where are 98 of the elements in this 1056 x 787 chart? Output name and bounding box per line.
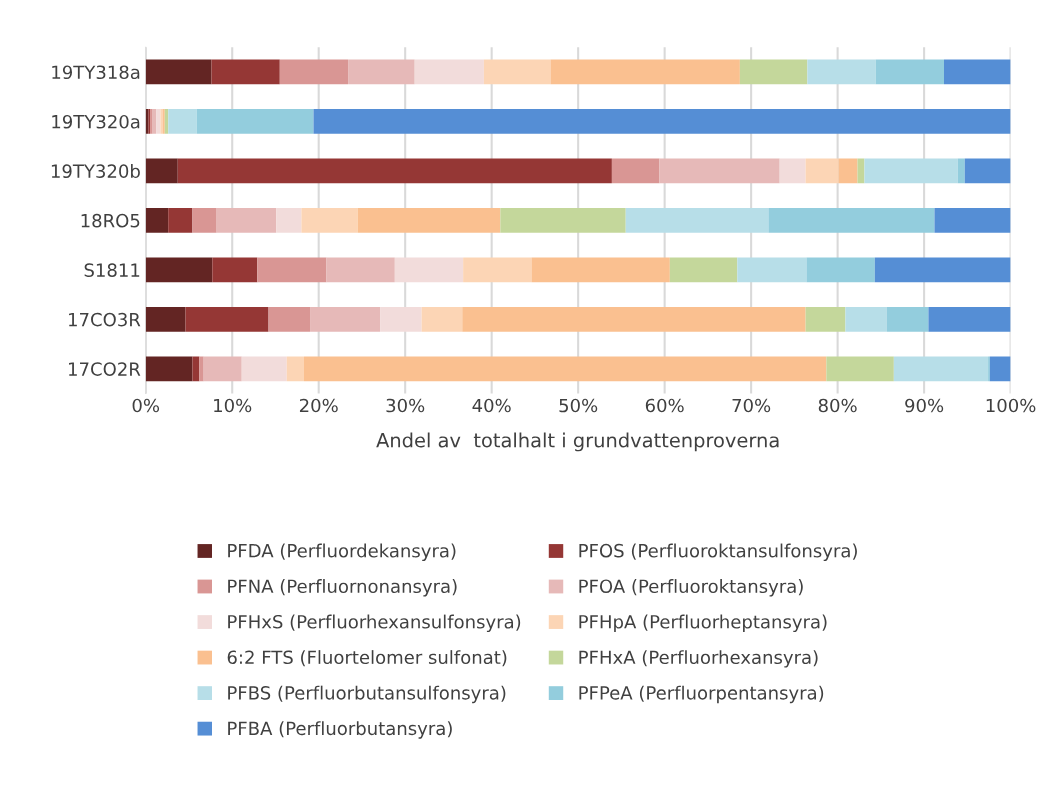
- bar: [192, 207, 217, 233]
- x-tick-label: 60%: [645, 398, 684, 413]
- bar: [874, 257, 1011, 283]
- bar: [463, 257, 532, 283]
- bar: [739, 59, 808, 85]
- bar: [779, 158, 806, 184]
- bar: [806, 257, 875, 283]
- bar: [145, 306, 186, 332]
- x-tick-label: 80%: [818, 398, 857, 413]
- bar: [196, 109, 314, 134]
- bar: [310, 306, 381, 332]
- x-tick-label: 90%: [905, 398, 944, 413]
- legend-label: PFOA (Perfluoroktansyra): [579, 579, 803, 597]
- bar: [216, 207, 277, 233]
- bar: [276, 207, 302, 233]
- legend-label: PFPeA (Perfluorpentansyra): [579, 685, 824, 704]
- bar: [145, 257, 213, 283]
- legend-label: 6:2 FTS (Fluortelomer sulfonat): [227, 650, 507, 667]
- y-tick-label: 19TY320b: [51, 164, 140, 179]
- bar: [805, 158, 839, 184]
- x-tick-label: 30%: [386, 398, 425, 413]
- bar: [807, 59, 876, 85]
- bar: [805, 306, 846, 332]
- bar: [145, 158, 178, 184]
- bar: [257, 257, 327, 283]
- legend-label: PFBS (Perfluorbutansulfonsyra): [228, 685, 506, 704]
- bar: [192, 356, 200, 382]
- bar: [462, 306, 806, 332]
- legend-label: PFHpA (Perfluorheptansyra): [579, 614, 827, 633]
- bar: [326, 257, 395, 283]
- bar: [550, 59, 740, 85]
- bar: [826, 356, 894, 382]
- x-tick-label: 100%: [986, 398, 1036, 413]
- bar: [168, 207, 193, 233]
- bar: [659, 158, 780, 184]
- bar: [934, 207, 1011, 233]
- x-tick-label: 70%: [732, 398, 771, 413]
- y-tick-label: 19TY320a: [52, 114, 140, 129]
- bar: [203, 356, 242, 382]
- bar: [357, 207, 501, 233]
- legend-label: PFOS (Perfluoroktansulfonsyra): [579, 543, 857, 562]
- bar: [531, 257, 670, 283]
- x-axis-title: Andel av totalhalt i grundvattenproverna: [376, 432, 779, 452]
- bar: [268, 306, 311, 332]
- bar: [483, 59, 551, 85]
- bar: [944, 59, 1011, 85]
- bar: [893, 356, 989, 382]
- legend-label: PFHxA (Perfluorhexansyra): [579, 650, 818, 668]
- bar: [737, 257, 807, 283]
- x-tick-label: 20%: [299, 398, 338, 413]
- bar: [286, 356, 304, 382]
- bar: [421, 306, 463, 332]
- legend-label: PFBA (Perfluorbutansyra): [228, 721, 452, 739]
- bar: [156, 109, 161, 134]
- bar: [380, 306, 422, 332]
- y-tick-label: S1811: [84, 263, 140, 277]
- bar: [611, 158, 660, 184]
- bar: [304, 356, 827, 382]
- x-tick-label: 10%: [214, 398, 252, 413]
- bar: [838, 158, 858, 184]
- y-tick-label: 19TY318a: [52, 65, 140, 80]
- x-tick-label: 40%: [472, 398, 511, 413]
- bar: [989, 356, 1011, 382]
- legend-label: PFNA (Perfluornonansyra): [228, 579, 457, 597]
- bar: [145, 356, 193, 382]
- legend-label: PFDA (Perfluordekansyra): [228, 543, 456, 562]
- bar: [145, 59, 212, 85]
- bar: [625, 207, 769, 233]
- bar: [964, 158, 1011, 184]
- x-tick-label: 50%: [559, 398, 598, 413]
- y-tick-label: 17CO2R: [69, 362, 141, 376]
- bar: [185, 306, 269, 332]
- bar: [199, 356, 204, 382]
- bar: [348, 59, 415, 85]
- bar: [301, 207, 358, 233]
- bar: [886, 306, 929, 332]
- bar: [864, 158, 958, 184]
- legend-label: PFHxS (Perfluorhexansulfonsyra): [228, 614, 521, 633]
- bar: [279, 59, 349, 85]
- y-tick-label: 18RO5: [81, 213, 140, 228]
- bar: [212, 257, 258, 283]
- bar: [414, 59, 484, 85]
- y-tick-label: 17CO3R: [69, 312, 141, 327]
- x-tick-label: 0%: [132, 398, 160, 413]
- bar: [845, 306, 887, 332]
- bar: [177, 158, 612, 184]
- bar: [500, 207, 626, 233]
- bar: [669, 257, 738, 283]
- bar: [957, 158, 965, 184]
- bar: [313, 109, 1011, 134]
- bar: [928, 306, 1011, 332]
- bar: [241, 356, 287, 382]
- bar: [768, 207, 935, 233]
- bar: [211, 59, 280, 85]
- bar: [168, 109, 197, 134]
- bar: [394, 257, 464, 283]
- bar: [875, 59, 944, 85]
- bar: [145, 207, 169, 233]
